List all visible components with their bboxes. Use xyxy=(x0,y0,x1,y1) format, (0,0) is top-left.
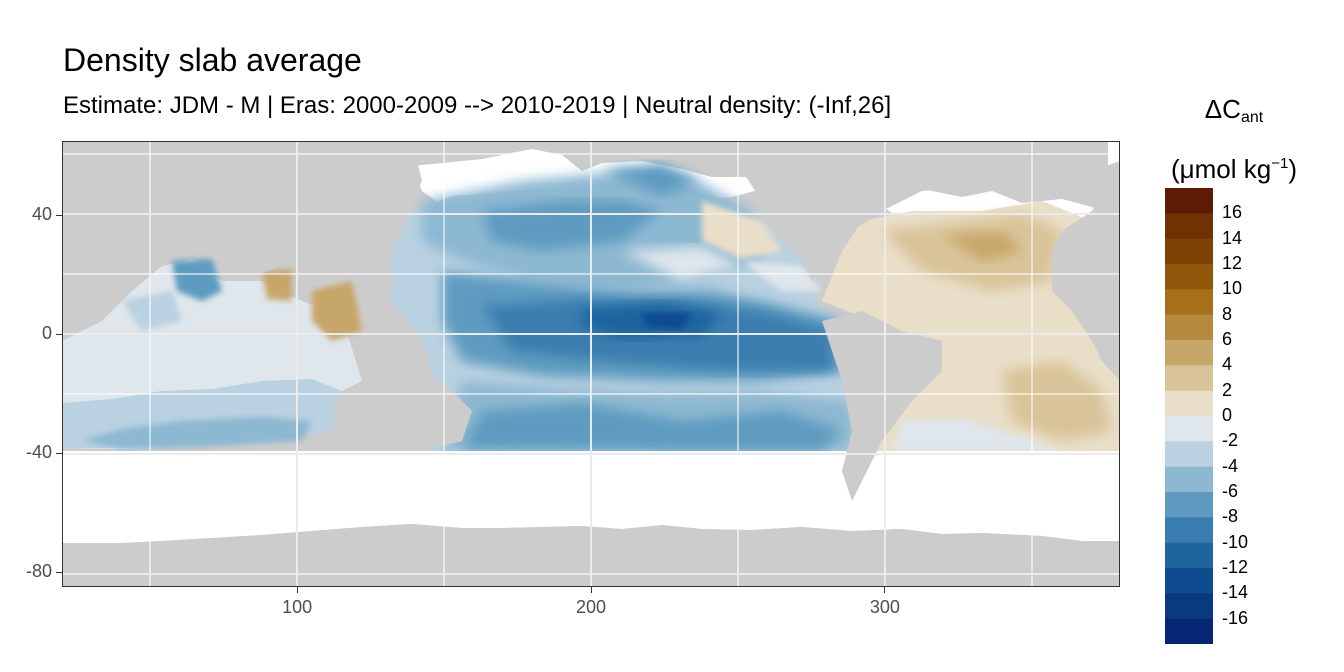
legend-label: -16 xyxy=(1222,607,1249,628)
legend-label: 12 xyxy=(1222,253,1243,273)
map-plot xyxy=(62,141,1120,587)
legend-label: -4 xyxy=(1222,455,1239,476)
legend-label: 0 xyxy=(1222,405,1233,425)
asia-landmass xyxy=(122,141,422,291)
legend-swatch xyxy=(1165,593,1213,620)
x-tick-label: 100 xyxy=(282,597,313,617)
legend-swatch xyxy=(1165,213,1213,240)
x-tick-mark xyxy=(590,587,592,593)
legend-swatch xyxy=(1165,314,1213,341)
y-tick-mark xyxy=(56,333,62,335)
x-tick-mark xyxy=(296,587,298,593)
legend-label: 14 xyxy=(1222,227,1243,248)
legend-swatch xyxy=(1165,289,1213,316)
map-panel xyxy=(62,141,1120,587)
panel-border xyxy=(62,141,1120,587)
legend-title: ΔCant (μmol kg−1) xyxy=(1171,94,1297,184)
legend-swatch xyxy=(1165,568,1213,594)
legend-label: 10 xyxy=(1222,278,1243,299)
y-tick-mark xyxy=(56,452,62,454)
x-tick-label: 300 xyxy=(869,597,900,617)
y-tick-label: 40 xyxy=(31,204,52,225)
legend-swatch xyxy=(1165,542,1213,569)
x-tick-label: 200 xyxy=(575,597,607,617)
legend-label: 8 xyxy=(1222,303,1233,324)
australia-landmass xyxy=(332,371,472,451)
y-tick-label: -40 xyxy=(25,442,52,463)
legend-swatch xyxy=(1165,390,1213,417)
legend-swatch xyxy=(1165,492,1213,518)
legend-colorbar xyxy=(1165,188,1213,644)
africa-landmass xyxy=(62,141,122,311)
chart-title: Density slab average xyxy=(63,42,362,78)
legend-label: -12 xyxy=(1222,557,1249,577)
legend-label: 16 xyxy=(1222,202,1243,223)
y-tick-mark xyxy=(56,214,62,216)
y-tick-mark xyxy=(56,571,62,573)
legend-label: 4 xyxy=(1222,354,1233,375)
legend-label: -14 xyxy=(1222,582,1249,603)
y-tick-label: 0 xyxy=(41,323,52,344)
north-america-landmass xyxy=(702,141,1102,281)
legend-label: -10 xyxy=(1222,531,1249,552)
legend-swatch xyxy=(1165,340,1213,366)
legend-swatch xyxy=(1165,416,1213,442)
legend-swatch xyxy=(1165,365,1213,392)
legend-swatch xyxy=(1165,466,1213,493)
legend-swatch xyxy=(1165,517,1213,544)
legend-swatch xyxy=(1165,618,1213,644)
major-gridlines xyxy=(62,141,1120,587)
chart-subtitle: Estimate: JDM - M | Eras: 2000-2009 --> … xyxy=(63,92,892,119)
legend-label: -6 xyxy=(1222,481,1239,501)
europe-africa-landmass xyxy=(1052,161,1120,381)
legend-swatch xyxy=(1165,238,1213,265)
y-tick-label: -80 xyxy=(25,561,52,582)
legend-swatch xyxy=(1165,264,1213,290)
legend-swatch xyxy=(1165,441,1213,468)
legend-label: 2 xyxy=(1222,379,1233,400)
legend-swatch xyxy=(1165,188,1213,214)
legend-label: -8 xyxy=(1222,506,1239,527)
legend-label: 6 xyxy=(1222,329,1233,349)
legend-label: -2 xyxy=(1222,430,1239,451)
x-tick-mark xyxy=(884,587,886,593)
